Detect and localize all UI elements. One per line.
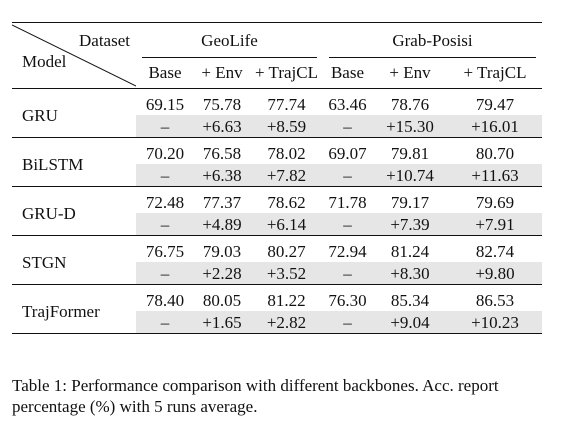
value-cell: 79.17: [390, 192, 430, 212]
value-cell: 86.53: [475, 290, 515, 310]
subheader-geolife-trajcl: + TrajCL: [255, 63, 318, 82]
value-cell: 81.22: [267, 290, 306, 310]
delta-cell: –: [136, 311, 194, 334]
table-row: GRU 69.15 75.78 77.74 63.46 78.76 79.47: [12, 89, 542, 124]
delta-cell: –: [323, 311, 372, 334]
table-row: GRU-D 72.48 77.37 78.62 71.78 79.17 79.6…: [12, 187, 542, 222]
performance-table: Dataset Model GeoLife Grab-Posisi Base +…: [12, 22, 542, 334]
value-cell: 69.15: [145, 94, 185, 114]
delta-cell: +6.38: [194, 164, 250, 187]
table-row-delta: – +6.63 +8.59 – +15.30 +16.01: [12, 115, 542, 138]
table-row: BiLSTM 70.20 76.58 78.02 69.07 79.81 80.…: [12, 138, 542, 173]
value-cell: 72.94: [328, 241, 367, 261]
delta-cell: +7.91: [448, 213, 542, 236]
group-header-geolife: GeoLife: [136, 23, 323, 58]
subheader-grab-trajcl: + TrajCL: [463, 63, 527, 82]
delta-cell: –: [323, 213, 372, 236]
delta-cell: +7.39: [372, 213, 448, 236]
subheader-geolife-env: + Env: [201, 63, 243, 82]
value-cell: 69.07: [328, 143, 367, 163]
value-cell: 85.34: [390, 290, 430, 310]
value-cell: 80.27: [267, 241, 306, 261]
delta-cell: +4.89: [194, 213, 250, 236]
delta-cell: +10.23: [448, 311, 542, 334]
value-cell: 77.74: [267, 94, 306, 114]
value-cell: 81.24: [390, 241, 430, 261]
value-cell: 78.62: [267, 192, 306, 212]
table-row-delta: – +4.89 +6.14 – +7.39 +7.91: [12, 213, 542, 236]
table-row-delta: – +2.28 +3.52 – +8.30 +9.80: [12, 262, 542, 285]
value-cell: 79.03: [202, 241, 242, 261]
diagonal-divider: [12, 24, 136, 87]
delta-cell: –: [136, 115, 194, 138]
table-caption: Table 1: Performance comparison with dif…: [12, 376, 499, 416]
value-cell: 79.47: [475, 94, 515, 114]
delta-cell: –: [323, 164, 372, 187]
value-cell: 79.81: [390, 143, 430, 163]
subheader-grab-base: Base: [330, 63, 365, 82]
value-cell: 72.48: [145, 192, 185, 212]
model-name: TrajFormer: [22, 301, 100, 321]
table-row-delta: – +1.65 +2.82 – +9.04 +10.23: [12, 311, 542, 334]
delta-cell: +2.28: [194, 262, 250, 285]
delta-cell: +8.30: [372, 262, 448, 285]
delta-cell: –: [323, 115, 372, 138]
delta-cell: +16.01: [448, 115, 542, 138]
delta-cell: –: [323, 262, 372, 285]
delta-cell: +1.65: [194, 311, 250, 334]
delta-cell: –: [136, 164, 194, 187]
value-cell: 78.02: [267, 143, 306, 163]
value-cell: 78.40: [145, 290, 185, 310]
table-corner-cell: Dataset Model: [12, 23, 136, 89]
delta-cell: +8.59: [250, 115, 323, 138]
value-cell: 70.20: [145, 143, 185, 163]
table-row: TrajFormer 78.40 80.05 81.22 76.30 85.34…: [12, 285, 542, 320]
value-cell: 77.37: [202, 192, 242, 212]
value-cell: 78.76: [390, 94, 430, 114]
corner-model-label: Model: [22, 52, 67, 71]
value-cell: 63.46: [328, 94, 367, 114]
value-cell: 80.70: [475, 143, 515, 163]
table-row: STGN 76.75 79.03 80.27 72.94 81.24 82.74: [12, 236, 542, 271]
value-cell: 76.58: [202, 143, 242, 163]
delta-cell: +3.52: [250, 262, 323, 285]
value-cell: 76.75: [145, 241, 185, 261]
model-name: GRU: [22, 105, 58, 125]
delta-cell: +9.80: [448, 262, 542, 285]
corner-dataset-label: Dataset: [79, 31, 130, 50]
value-cell: 82.74: [475, 241, 515, 261]
delta-cell: –: [136, 262, 194, 285]
subheader-geolife-base: Base: [148, 63, 182, 82]
group-header-grab-posisi: Grab-Posisi: [323, 23, 542, 58]
value-cell: 79.69: [475, 192, 515, 212]
value-cell: 76.30: [328, 290, 367, 310]
delta-cell: +7.82: [250, 164, 323, 187]
model-name: STGN: [22, 252, 67, 272]
delta-cell: +11.63: [448, 164, 542, 187]
delta-cell: +2.82: [250, 311, 323, 334]
model-name: BiLSTM: [22, 154, 84, 174]
value-cell: 80.05: [202, 290, 242, 310]
value-cell: 75.78: [202, 94, 242, 114]
subheader-grab-env: + Env: [389, 63, 431, 82]
table-row-delta: – +6.38 +7.82 – +10.74 +11.63: [12, 164, 542, 187]
delta-cell: –: [136, 213, 194, 236]
model-name: GRU-D: [22, 203, 76, 223]
delta-cell: +6.63: [194, 115, 250, 138]
delta-cell: +15.30: [372, 115, 448, 138]
delta-cell: +10.74: [372, 164, 448, 187]
delta-cell: +9.04: [372, 311, 448, 334]
delta-cell: +6.14: [250, 213, 323, 236]
value-cell: 71.78: [328, 192, 367, 212]
